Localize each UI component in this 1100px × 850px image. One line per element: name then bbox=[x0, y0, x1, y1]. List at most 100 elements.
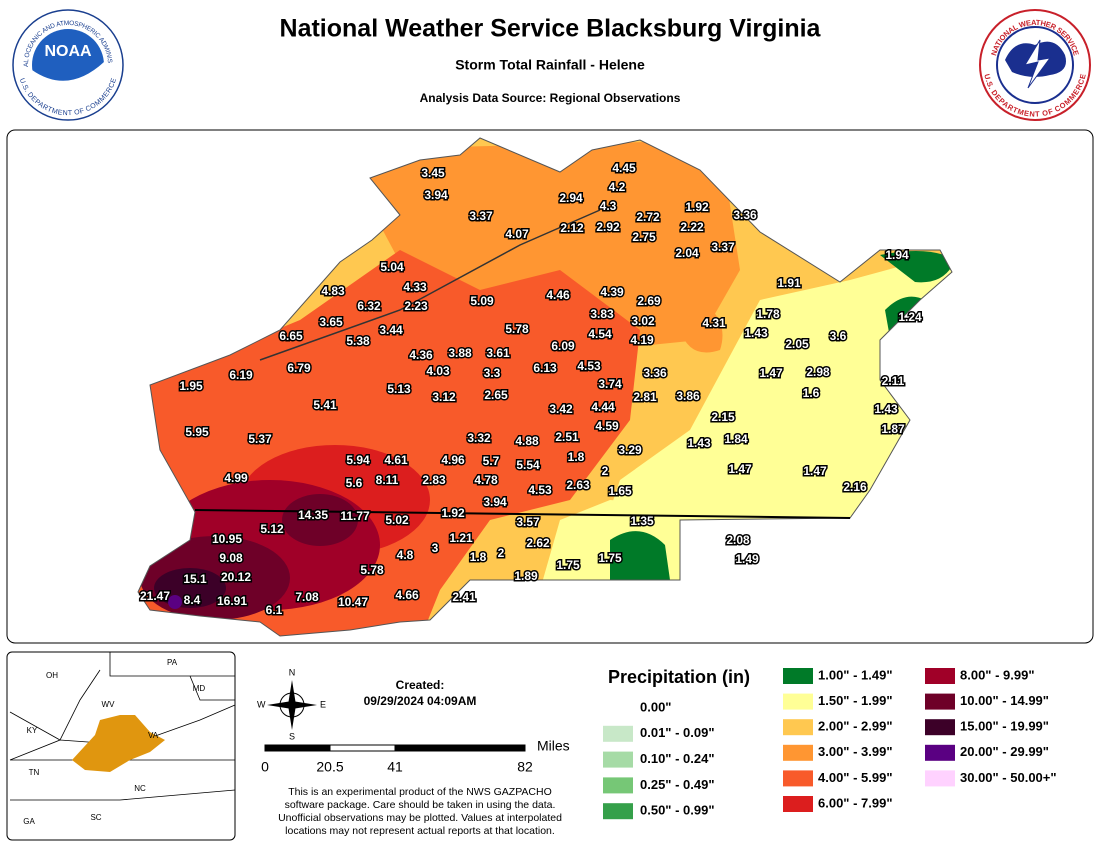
rainfall-label: 2.83 bbox=[422, 473, 446, 487]
rainfall-label: 4.19 bbox=[630, 333, 654, 347]
rainfall-field bbox=[138, 138, 952, 636]
rainfall-label: 4.96 bbox=[441, 453, 465, 467]
rainfall-label: 1.43 bbox=[744, 326, 768, 340]
rainfall-label: 4.8 bbox=[397, 548, 414, 562]
compass-n: N bbox=[289, 667, 296, 677]
rainfall-label: 1.78 bbox=[756, 307, 780, 321]
rainfall-label: 8.4 bbox=[184, 593, 201, 607]
rainfall-label: 1.75 bbox=[598, 551, 622, 565]
rainfall-label: 5.41 bbox=[313, 398, 337, 412]
legend-swatch bbox=[603, 725, 633, 742]
legend-swatch bbox=[783, 744, 813, 761]
rainfall-label: 3.12 bbox=[432, 390, 456, 404]
rainfall-label: 4.3 bbox=[600, 199, 617, 213]
rainfall-label: 1.95 bbox=[179, 379, 203, 393]
legend-swatch bbox=[783, 770, 813, 787]
legend-label: 10.00" - 14.99" bbox=[960, 693, 1049, 708]
state-label: WV bbox=[102, 700, 116, 709]
rainfall-label: 8.11 bbox=[376, 473, 399, 487]
rainfall-label: 2.63 bbox=[566, 478, 590, 492]
rainfall-label: 4.39 bbox=[600, 285, 624, 299]
region-outline bbox=[137, 137, 953, 637]
legend-label: 6.00" - 7.99" bbox=[818, 795, 892, 810]
rainfall-label: 1.92 bbox=[685, 200, 709, 214]
rainfall-label: 2.94 bbox=[559, 191, 583, 205]
rainfall-label: 2 bbox=[498, 546, 505, 560]
rainfall-label: 21.47 bbox=[140, 589, 170, 603]
rainfall-label: 4.99 bbox=[224, 471, 248, 485]
compass-w: W bbox=[257, 699, 266, 709]
rainfall-label: 2.62 bbox=[526, 536, 550, 550]
rainfall-label: 4.31 bbox=[702, 316, 726, 330]
rainfall-label: 2.22 bbox=[680, 220, 704, 234]
rainfall-label: 2.05 bbox=[785, 337, 809, 351]
rainfall-label: 4.88 bbox=[515, 434, 539, 448]
rainfall-label: 4.66 bbox=[395, 588, 419, 602]
created-label: Created: bbox=[396, 678, 445, 692]
rainfall-label: 1.91 bbox=[777, 276, 801, 290]
rainfall-label: 4.46 bbox=[546, 288, 570, 302]
rainfall-label: 5.54 bbox=[516, 458, 540, 472]
legend: Precipitation (in) 0.00" 0.01" - 0.09" 0.1… bbox=[603, 667, 1057, 820]
rainfall-label: 1.92 bbox=[441, 506, 465, 520]
state-label: KY bbox=[27, 726, 38, 735]
rainfall-label: 11.77 bbox=[340, 509, 370, 523]
legend-swatch bbox=[925, 693, 955, 710]
state-label: VA bbox=[148, 731, 159, 740]
legend-swatch bbox=[925, 770, 955, 787]
legend-label: 0.01" - 0.09" bbox=[640, 725, 714, 740]
rainfall-label: 4.44 bbox=[591, 400, 615, 414]
disclaimer-line: This is an experimental product of the N… bbox=[288, 786, 552, 798]
rainfall-label: 5.04 bbox=[380, 260, 404, 274]
legend-label: 20.00" - 29.99" bbox=[960, 744, 1049, 759]
legend-swatch bbox=[783, 668, 813, 684]
disclaimer-line: Unofficial observations may be plotted. … bbox=[278, 812, 562, 824]
state-border bbox=[259, 209, 601, 361]
rainfall-label: 5.6 bbox=[346, 476, 363, 490]
rainfall-label: 3.88 bbox=[448, 346, 472, 360]
legend-swatch bbox=[783, 719, 813, 736]
state-label: PA bbox=[167, 658, 178, 667]
rainfall-label: 3.32 bbox=[467, 431, 491, 445]
rainfall-label: 3.3 bbox=[484, 366, 501, 380]
rainfall-label: 2.04 bbox=[675, 246, 699, 260]
legend-label: 0.10" - 0.24" bbox=[640, 751, 714, 766]
scale-tick-label: 41 bbox=[387, 759, 403, 775]
disclaimer-line: locations may not represent actual repor… bbox=[285, 825, 555, 837]
rainfall-label: 4.53 bbox=[528, 483, 552, 497]
rainfall-label: 4.83 bbox=[321, 284, 345, 298]
rainfall-label: 1.6 bbox=[803, 386, 820, 400]
legend-label: 0.25" - 0.49" bbox=[640, 777, 714, 792]
rainfall-label: 3.44 bbox=[379, 323, 403, 337]
rainfall-label: 5.13 bbox=[387, 382, 411, 396]
rainfall-label: 1.47 bbox=[759, 366, 783, 380]
legend-swatch bbox=[783, 796, 813, 812]
rainfall-label: 3.37 bbox=[711, 240, 735, 254]
state-label: NC bbox=[134, 784, 146, 793]
inset-map: OH PA WV MD KY VA TN NC SC GA bbox=[6, 651, 236, 841]
noaa-name: NOAA bbox=[44, 43, 92, 60]
rainfall-label: 4.36 bbox=[409, 348, 433, 362]
rainfall-label: 1.8 bbox=[470, 550, 487, 564]
rainfall-label: 1.65 bbox=[608, 484, 632, 498]
legend-title: Precipitation (in) bbox=[608, 667, 750, 687]
rainfall-label: 1.94 bbox=[885, 248, 909, 262]
compass-s: S bbox=[289, 731, 295, 741]
rainfall-label: 5.94 bbox=[346, 453, 370, 467]
rainfall-label: 9.08 bbox=[219, 551, 243, 565]
legend-label: 1.50" - 1.99" bbox=[818, 693, 892, 708]
rainfall-label: 5.09 bbox=[470, 294, 494, 308]
scale-segment bbox=[394, 744, 526, 752]
rainfall-label: 5.37 bbox=[248, 432, 272, 446]
rainfall-label: 5.38 bbox=[346, 334, 370, 348]
rainfall-label: 4.45 bbox=[612, 161, 636, 175]
legend-swatch bbox=[925, 668, 955, 684]
rainfall-label: 5.78 bbox=[505, 322, 529, 336]
rainfall-label: 2.98 bbox=[806, 365, 830, 379]
rainfall-label: 2.81 bbox=[633, 390, 657, 404]
rainfall-label: 3.02 bbox=[631, 314, 655, 328]
rainfall-label: 2.69 bbox=[637, 294, 661, 308]
rainfall-label: 1.87 bbox=[881, 422, 905, 436]
rainfall-label: 6.09 bbox=[551, 339, 575, 353]
